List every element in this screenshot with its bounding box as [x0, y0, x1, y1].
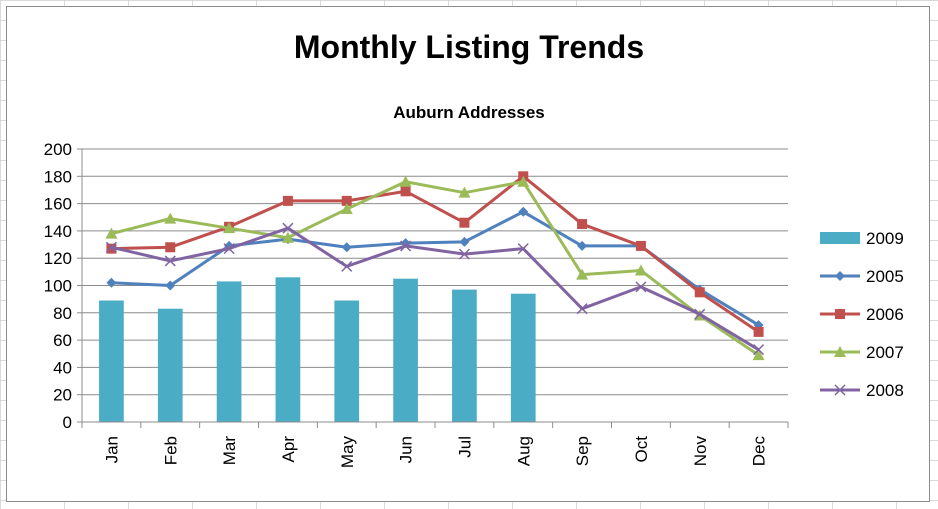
point-2006-jun — [400, 186, 411, 197]
point-2008-nov — [694, 308, 706, 320]
bar-2009-aug — [510, 293, 536, 422]
point-2008-apr — [282, 222, 294, 234]
legend-label-2006: 2006 — [866, 305, 904, 324]
bar-2009-may — [334, 300, 360, 422]
legend-marker-2006 — [835, 309, 845, 319]
y-tick-label: 40 — [53, 358, 72, 377]
bar-series — [99, 277, 536, 422]
point-2008-dec — [753, 344, 765, 356]
point-2006-oct — [635, 240, 646, 251]
x-tick-label: Sep — [573, 436, 592, 466]
point-2006-apr — [282, 195, 293, 206]
point-2005-feb — [165, 280, 176, 291]
point-2008-jun — [400, 240, 412, 252]
point-2007-oct — [634, 264, 647, 276]
point-2008-sep — [576, 303, 588, 315]
line-2007 — [111, 180, 760, 357]
y-tick-label: 120 — [44, 249, 72, 268]
point-2008-oct — [635, 281, 647, 293]
bar-2009-feb — [157, 308, 183, 422]
x-tick-label: Feb — [161, 436, 180, 465]
bar-2009-mar — [216, 281, 242, 422]
y-tick-label: 60 — [53, 331, 72, 350]
point-2007-aug — [517, 175, 530, 187]
gridlines — [82, 148, 788, 423]
point-2006-may — [341, 195, 352, 206]
x-tick-label: Jul — [455, 436, 474, 458]
point-2006-jul — [459, 217, 470, 228]
point-2008-may — [341, 260, 353, 272]
legend-label-2007: 2007 — [866, 343, 904, 362]
y-tick-label: 160 — [44, 195, 72, 214]
point-2005-jul — [459, 236, 470, 247]
legend-marker-2008 — [834, 384, 846, 396]
bar-2009-jun — [393, 278, 418, 422]
x-tick-label: Jun — [397, 436, 416, 463]
x-tick-label: Dec — [750, 436, 769, 467]
x-tick-label: Oct — [632, 436, 651, 463]
legend-marker-2007 — [834, 346, 846, 357]
axes: 0 20 40 60 80 100 120 140 160 180 200 Jan Feb Mar Apr M… — [44, 140, 789, 469]
x-tick-label: Nov — [691, 436, 710, 467]
point-2006-feb — [165, 242, 176, 253]
point-2007-sep — [576, 268, 589, 280]
point-2007-jul — [458, 186, 471, 198]
point-2006-nov — [694, 287, 705, 298]
x-tick-label: Apr — [279, 436, 298, 463]
point-2007-jun — [399, 175, 412, 187]
point-2005-jan — [106, 277, 117, 288]
bar-2009-jul — [452, 289, 477, 422]
point-2005-sep — [577, 240, 588, 251]
bar-2009-apr — [275, 277, 301, 422]
point-2008-mar — [223, 243, 235, 255]
point-2007-feb — [164, 212, 177, 224]
line-2008 — [111, 226, 760, 351]
x-tick-label: Mar — [220, 436, 239, 466]
y-tick-label: 0 — [63, 413, 72, 432]
legend-marker-2005 — [835, 271, 845, 281]
legend: 2009 2005 2006 2007 2008 — [820, 229, 904, 400]
y-tick-label: 140 — [44, 222, 72, 241]
point-2006-sep — [577, 219, 588, 230]
point-2005-may — [341, 242, 352, 253]
chart-title: Monthly Listing Trends — [294, 29, 644, 65]
point-2008-jan — [105, 241, 117, 253]
legend-label-2008: 2008 — [866, 381, 904, 400]
point-2008-aug — [517, 243, 529, 255]
x-tick-label: Jan — [102, 436, 121, 463]
legend-label-2009: 2009 — [866, 229, 904, 248]
point-2005-aug — [518, 206, 529, 217]
point-2007-mar — [223, 222, 236, 234]
point-2007-apr — [281, 231, 294, 243]
y-tick-label: 180 — [44, 167, 72, 186]
point-2006-dec — [753, 326, 764, 337]
point-2008-feb — [164, 255, 176, 267]
line-2006 — [111, 174, 760, 334]
line-2005 — [111, 210, 760, 327]
x-tick-label: Aug — [514, 436, 533, 466]
point-2007-jan — [105, 227, 118, 239]
y-tick-label: 20 — [53, 386, 72, 405]
point-2007-dec — [752, 349, 765, 361]
point-2008-jul — [458, 248, 470, 260]
line-series — [105, 171, 765, 361]
bar-2009-jan — [99, 300, 124, 422]
y-tick-label: 200 — [44, 140, 72, 159]
chart-subtitle: Auburn Addresses — [393, 103, 544, 122]
y-tick-label: 100 — [44, 277, 72, 296]
point-2007-may — [340, 203, 353, 215]
legend-swatch-2009 — [820, 232, 860, 244]
x-tick-label: May — [338, 436, 357, 469]
legend-label-2005: 2005 — [866, 267, 904, 286]
y-tick-label: 80 — [53, 304, 72, 323]
